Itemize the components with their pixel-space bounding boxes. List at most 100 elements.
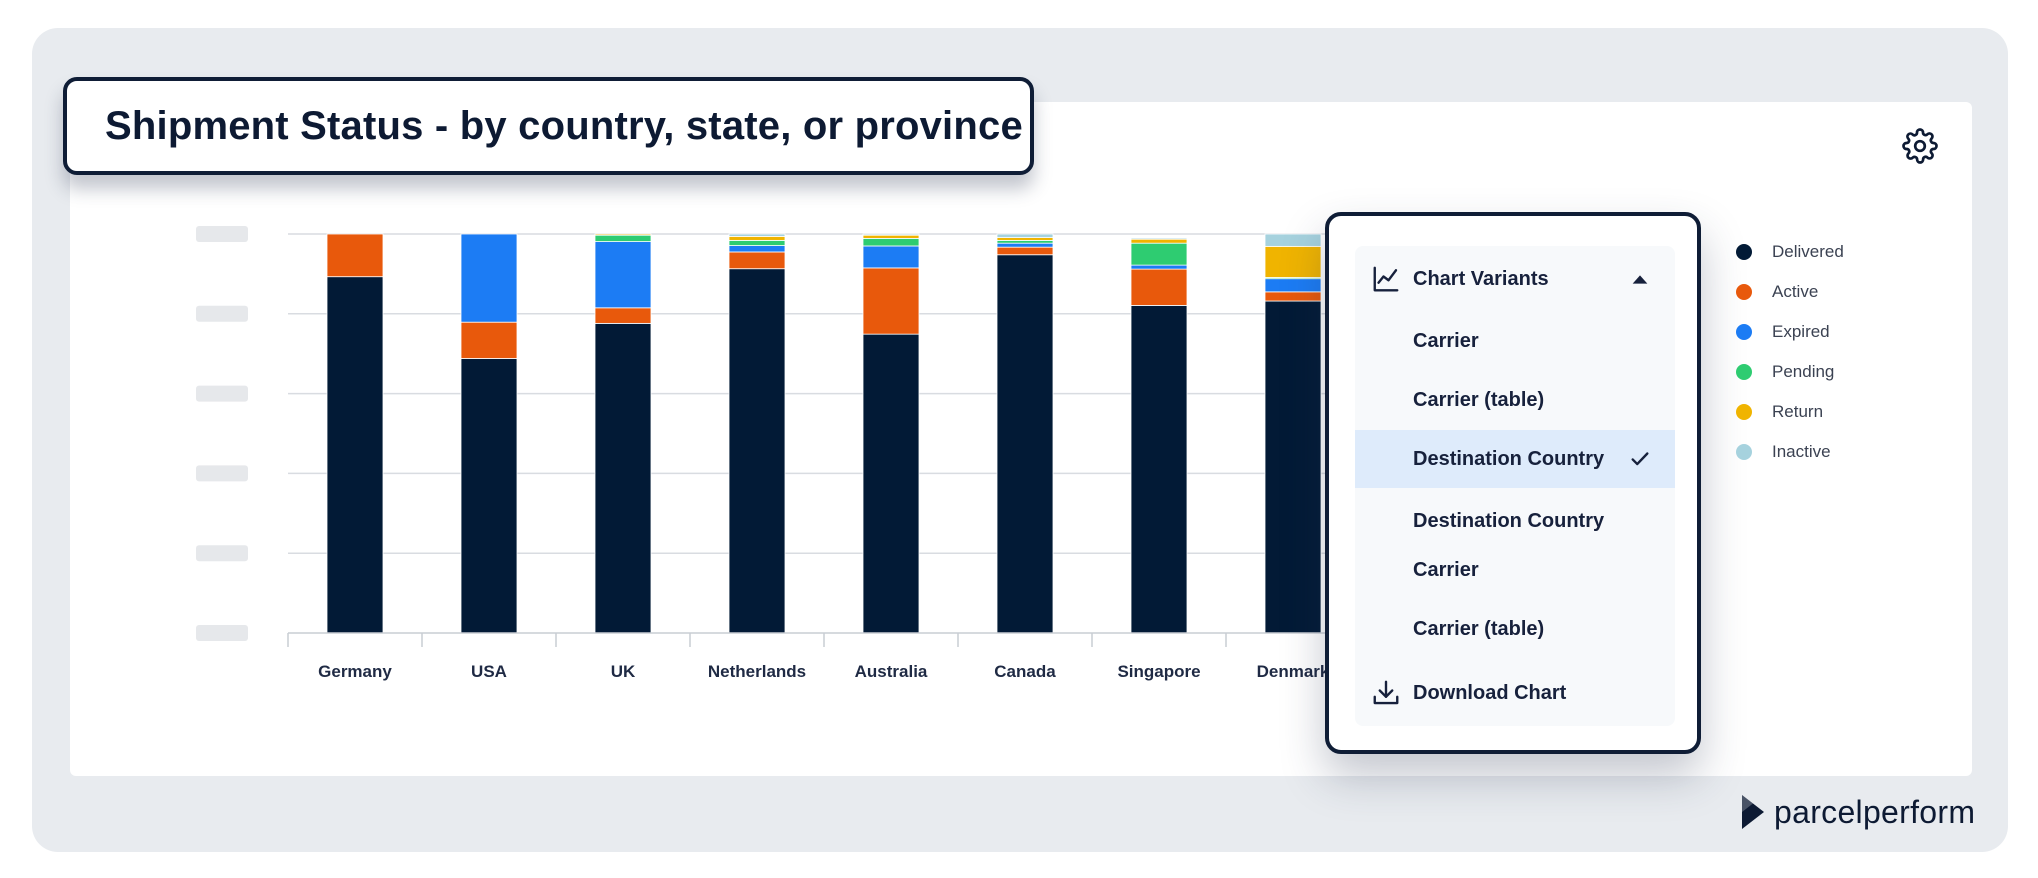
bar-segment-delivered	[326, 276, 384, 634]
x-tick-label: Netherlands	[708, 662, 806, 681]
legend-dot	[1736, 244, 1752, 260]
legend-label: Pending	[1772, 362, 1835, 381]
bar-segment-return	[996, 237, 1054, 241]
bar-segment-return	[594, 233, 652, 236]
bar-segment-inactive	[1264, 233, 1322, 247]
menu-item-carrier-2[interactable]: Carrier	[1355, 541, 1675, 599]
chart-variants-header[interactable]: Chart Variants	[1355, 250, 1675, 308]
bar-segment-active	[996, 246, 1054, 256]
menu-item-label: Destination Country	[1413, 509, 1605, 532]
x-tick-label: UK	[611, 662, 636, 681]
bar-segment-return	[1264, 245, 1322, 278]
bar-segment-expired	[460, 233, 518, 323]
download-icon	[1373, 680, 1399, 705]
menu-item-label: Carrier	[1413, 558, 1479, 581]
legend-label: Active	[1772, 282, 1819, 301]
y-tick-placeholder	[196, 226, 248, 242]
y-tick-placeholder	[196, 305, 248, 322]
bar-segment-active	[594, 307, 652, 324]
chart-variants-dropdown: Chart Variants Carrier Carrier (table) D…	[1325, 212, 1701, 754]
bar-segment-return	[728, 235, 786, 241]
chart-variants-label: Chart Variants	[1413, 267, 1549, 290]
legend-item-delivered: Delivered	[1736, 240, 1896, 264]
x-tick-label: Singapore	[1117, 662, 1200, 681]
bar-segment-expired	[996, 242, 1054, 248]
y-tick-placeholder	[196, 545, 248, 562]
bar-segment-delivered	[1264, 300, 1322, 634]
bar-segment-expired	[594, 241, 652, 309]
bar-segment-delivered	[460, 358, 518, 634]
bar-segment-delivered	[1130, 305, 1188, 634]
menu-item-carrier-table[interactable]: Carrier (table)	[1355, 371, 1675, 429]
menu-item-label: Destination Country	[1413, 447, 1605, 470]
menu-item-destination-country[interactable]: Destination Country	[1355, 430, 1675, 488]
download-chart-button[interactable]: Download Chart	[1355, 664, 1675, 722]
legend-label: Expired	[1772, 322, 1830, 341]
legend-item-expired: Expired	[1736, 320, 1896, 344]
bar-segment-active	[326, 233, 384, 278]
legend-dot	[1736, 404, 1752, 420]
title-card: Shipment Status - by country, state, or …	[63, 77, 1034, 175]
bar-segment-expired	[1130, 264, 1188, 270]
bar-segment-inactive	[1130, 237, 1188, 240]
bar-segment-expired	[862, 245, 920, 269]
bar-segment-return	[1130, 238, 1188, 244]
bar-segment-active	[728, 251, 786, 270]
legend-item-inactive: Inactive	[1736, 440, 1896, 464]
y-tick-placeholder	[196, 385, 248, 402]
menu-item-carrier-table-2[interactable]: Carrier (table)	[1355, 600, 1675, 658]
bar-segment-return	[862, 234, 920, 239]
y-tick-placeholder	[196, 625, 248, 641]
menu-item-label: Carrier	[1413, 329, 1479, 352]
y-tick-placeholder	[196, 465, 248, 482]
menu-item-label: Carrier (table)	[1413, 388, 1545, 411]
legend-dot	[1736, 284, 1752, 300]
gear-icon[interactable]	[1902, 128, 1938, 164]
bar-segment-delivered	[996, 254, 1054, 634]
bar-segment-active	[862, 267, 920, 335]
legend-item-pending: Pending	[1736, 360, 1896, 384]
bar-segment-inactive	[728, 233, 786, 237]
bar-segment-expired	[728, 245, 786, 253]
legend-label: Delivered	[1772, 242, 1844, 261]
menu-item-carrier[interactable]: Carrier	[1355, 312, 1675, 370]
bar-segment-active	[460, 321, 518, 359]
bar-segment-inactive	[996, 233, 1054, 238]
bar-segment-pending	[996, 239, 1054, 244]
x-tick-label: Denmark	[1257, 662, 1330, 681]
brand-mark-icon	[1742, 795, 1764, 829]
chart-title: Shipment Status - by country, state, or …	[105, 103, 1023, 148]
legend-label: Inactive	[1772, 442, 1831, 461]
download-chart-label: Download Chart	[1413, 681, 1567, 704]
x-tick-label: Canada	[994, 662, 1056, 681]
legend-dot	[1736, 324, 1752, 340]
legend-label: Return	[1772, 402, 1824, 421]
caret-up-icon[interactable]	[1629, 268, 1651, 290]
x-tick-label: Germany	[318, 662, 392, 681]
legend-item-return: Return	[1736, 400, 1896, 424]
bar-segment-active	[1264, 291, 1322, 302]
x-axis: Germany USA UK Netherlands Australia Canada Si…	[287, 632, 1332, 681]
chart-bars	[326, 233, 1322, 634]
legend-dot	[1736, 364, 1752, 380]
bar-segment-delivered	[862, 333, 920, 634]
brand-logo: parcelperform	[1740, 792, 1980, 832]
bar-segment-pending	[1130, 242, 1188, 266]
bar-segment-pending	[594, 234, 652, 242]
bar-segment-inactive	[862, 233, 920, 236]
menu-item-label: Carrier (table)	[1413, 617, 1545, 640]
x-tick-label: USA	[471, 662, 507, 681]
legend-dot	[1736, 444, 1752, 460]
bar-segment-active	[1130, 268, 1188, 306]
legend-item-active: Active	[1736, 280, 1896, 304]
line-chart-icon	[1373, 266, 1399, 292]
bar-segment-expired	[1264, 278, 1322, 293]
bar-segment-delivered	[728, 268, 786, 634]
check-icon	[1631, 452, 1649, 466]
x-tick-label: Australia	[855, 662, 928, 681]
bar-segment-delivered	[594, 322, 652, 634]
brand-name: parcelperform	[1774, 793, 1976, 830]
menu-item-destination-country-2[interactable]: Destination Country	[1355, 492, 1675, 550]
bar-segment-pending	[862, 237, 920, 247]
